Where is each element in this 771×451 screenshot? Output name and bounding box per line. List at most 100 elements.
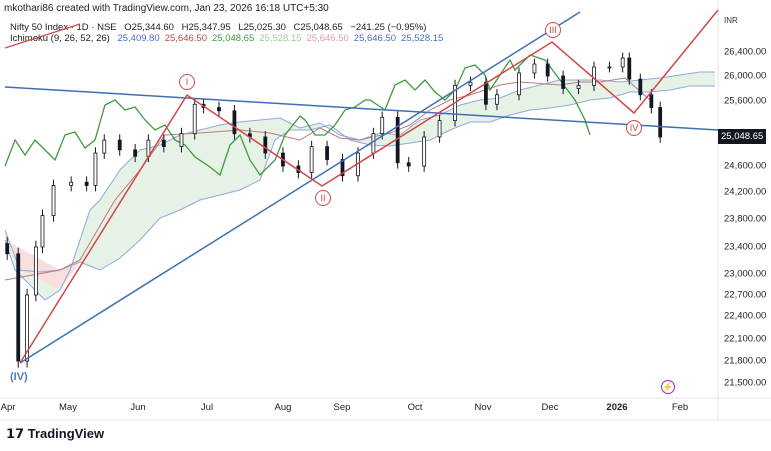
wave-label-start[interactable]: (IV) — [10, 371, 28, 383]
tradingview-logo: 𝟭𝟳 TradingView — [6, 426, 104, 442]
wave-label-4[interactable]: IV — [626, 120, 642, 136]
candle-body — [192, 103, 197, 135]
candle-body — [117, 139, 122, 151]
candle-body — [607, 66, 612, 69]
x-tick-label: May — [59, 402, 77, 413]
wave-line-prior — [4, 23, 81, 49]
elliott-wave-line — [19, 9, 719, 364]
candle-body — [422, 136, 427, 167]
wave-label-3[interactable]: III — [545, 22, 561, 38]
ichimoku-value: 25,409.80 — [117, 33, 160, 44]
candle-body — [592, 66, 596, 86]
ichimoku-cloud-bearish — [5, 230, 80, 290]
candle-body — [33, 246, 38, 296]
y-tick-label: 26,400.00 — [724, 46, 767, 58]
y-tick-label: 23,000.00 — [724, 268, 767, 280]
candle-body — [576, 84, 581, 89]
ichimoku-cloud — [5, 72, 715, 300]
candle-body — [517, 72, 521, 96]
candle-body — [561, 75, 566, 89]
chikou-span — [4, 54, 591, 177]
candle-body — [325, 146, 329, 160]
x-tick-label: 2026 — [606, 402, 628, 413]
ichimoku-value: 25,528.15 — [401, 33, 444, 44]
candle-body — [179, 133, 184, 148]
candle-body — [133, 149, 138, 157]
high-value: H25,347.95 — [181, 22, 231, 33]
credit-line: mkothari86 created with TradingView.com,… — [4, 3, 329, 14]
candle-body — [484, 81, 488, 105]
y-tick-label: 23,400.00 — [724, 241, 767, 253]
y-tick-label: 23,800.00 — [724, 213, 767, 225]
y-tick-label: 22,400.00 — [724, 310, 767, 322]
candle-body — [545, 63, 550, 77]
symbol-legend: Nifty 50 Index · 1D · NSE O25,344.60 H25… — [10, 22, 431, 33]
candle-body — [532, 63, 537, 74]
candle-body — [627, 57, 632, 80]
close-value: C25,048.65 — [293, 22, 343, 33]
change-value: −241.25 (−0.95%) — [350, 22, 427, 33]
y-tick-label: 25,600.00 — [724, 95, 767, 107]
symbol-name[interactable]: Nifty 50 Index · 1D · NSE — [10, 22, 117, 33]
last-price-label: 25,048.65 — [718, 129, 767, 144]
y-tick-label: 22,700.00 — [724, 289, 767, 301]
low-value: L25,025.30 — [238, 22, 286, 33]
ichimoku-value: 25,646.50 — [164, 33, 207, 44]
y-tick-label: 21,500.00 — [724, 377, 767, 389]
ichimoku-legend: Ichimoku (9, 26, 52, 26) 25,409.80 25,646… — [10, 33, 453, 44]
candle-body — [406, 162, 411, 167]
candle-body — [380, 116, 385, 135]
ichimoku-label[interactable]: Ichimoku (9, 26, 52, 26) — [10, 33, 110, 44]
candle-body — [5, 243, 10, 255]
x-tick-label: Jun — [130, 402, 146, 413]
wave-label-1[interactable]: I — [179, 74, 195, 90]
y-tick-label: 24,200.00 — [724, 186, 767, 198]
y-tick-label: 21,800.00 — [724, 355, 767, 367]
x-tick-label: Nov — [474, 402, 492, 413]
x-tick-label: Sep — [333, 402, 351, 413]
descending-trendline — [4, 86, 719, 131]
candle-body — [263, 136, 268, 154]
candle-body — [25, 294, 29, 362]
x-tick-label: Apr — [0, 402, 16, 413]
candle-body — [84, 181, 89, 186]
candle-body — [649, 94, 654, 108]
y-tick-label: 26,000.00 — [724, 70, 767, 82]
candle-body — [161, 139, 166, 148]
ichimoku-value: 25,528.15 — [259, 33, 302, 44]
lightning-icon[interactable]: ⚡ — [661, 380, 675, 394]
candle-body — [468, 81, 473, 86]
x-tick-label: Oct — [407, 402, 423, 413]
y-tick-label: 22,100.00 — [724, 333, 767, 345]
open-value: O25,344.60 — [124, 22, 174, 33]
candle-body — [40, 215, 45, 248]
ichimoku-value: 25,048.65 — [211, 33, 255, 44]
candle-body — [217, 107, 221, 112]
senkou-span-a — [4, 71, 715, 301]
x-tick-label: Feb — [671, 402, 689, 413]
x-tick-label: Dec — [541, 402, 559, 413]
logo-mark-icon: 𝟭𝟳 — [6, 426, 25, 441]
currency-label: INR — [724, 16, 738, 25]
candle-body — [102, 139, 107, 154]
candle-body — [371, 133, 376, 154]
candle-body — [309, 146, 314, 173]
candle-body — [620, 57, 625, 68]
senkou-span-b — [4, 85, 715, 273]
ichimoku-value: 25,646.50 — [306, 33, 349, 44]
candle-body — [232, 110, 237, 135]
ascending-trendline — [19, 11, 581, 364]
candle-body — [16, 253, 21, 362]
candle-body — [69, 181, 74, 186]
candle-body — [437, 120, 442, 138]
candle-body — [51, 185, 56, 217]
candle-body — [340, 159, 345, 177]
ichimoku-value: 25,646.50 — [353, 33, 397, 44]
candle-body — [658, 107, 663, 138]
logo-text: TradingView — [27, 426, 105, 441]
wave-label-2[interactable]: II — [315, 190, 331, 206]
x-tick-label: Aug — [274, 402, 292, 413]
candle-body — [495, 94, 499, 105]
